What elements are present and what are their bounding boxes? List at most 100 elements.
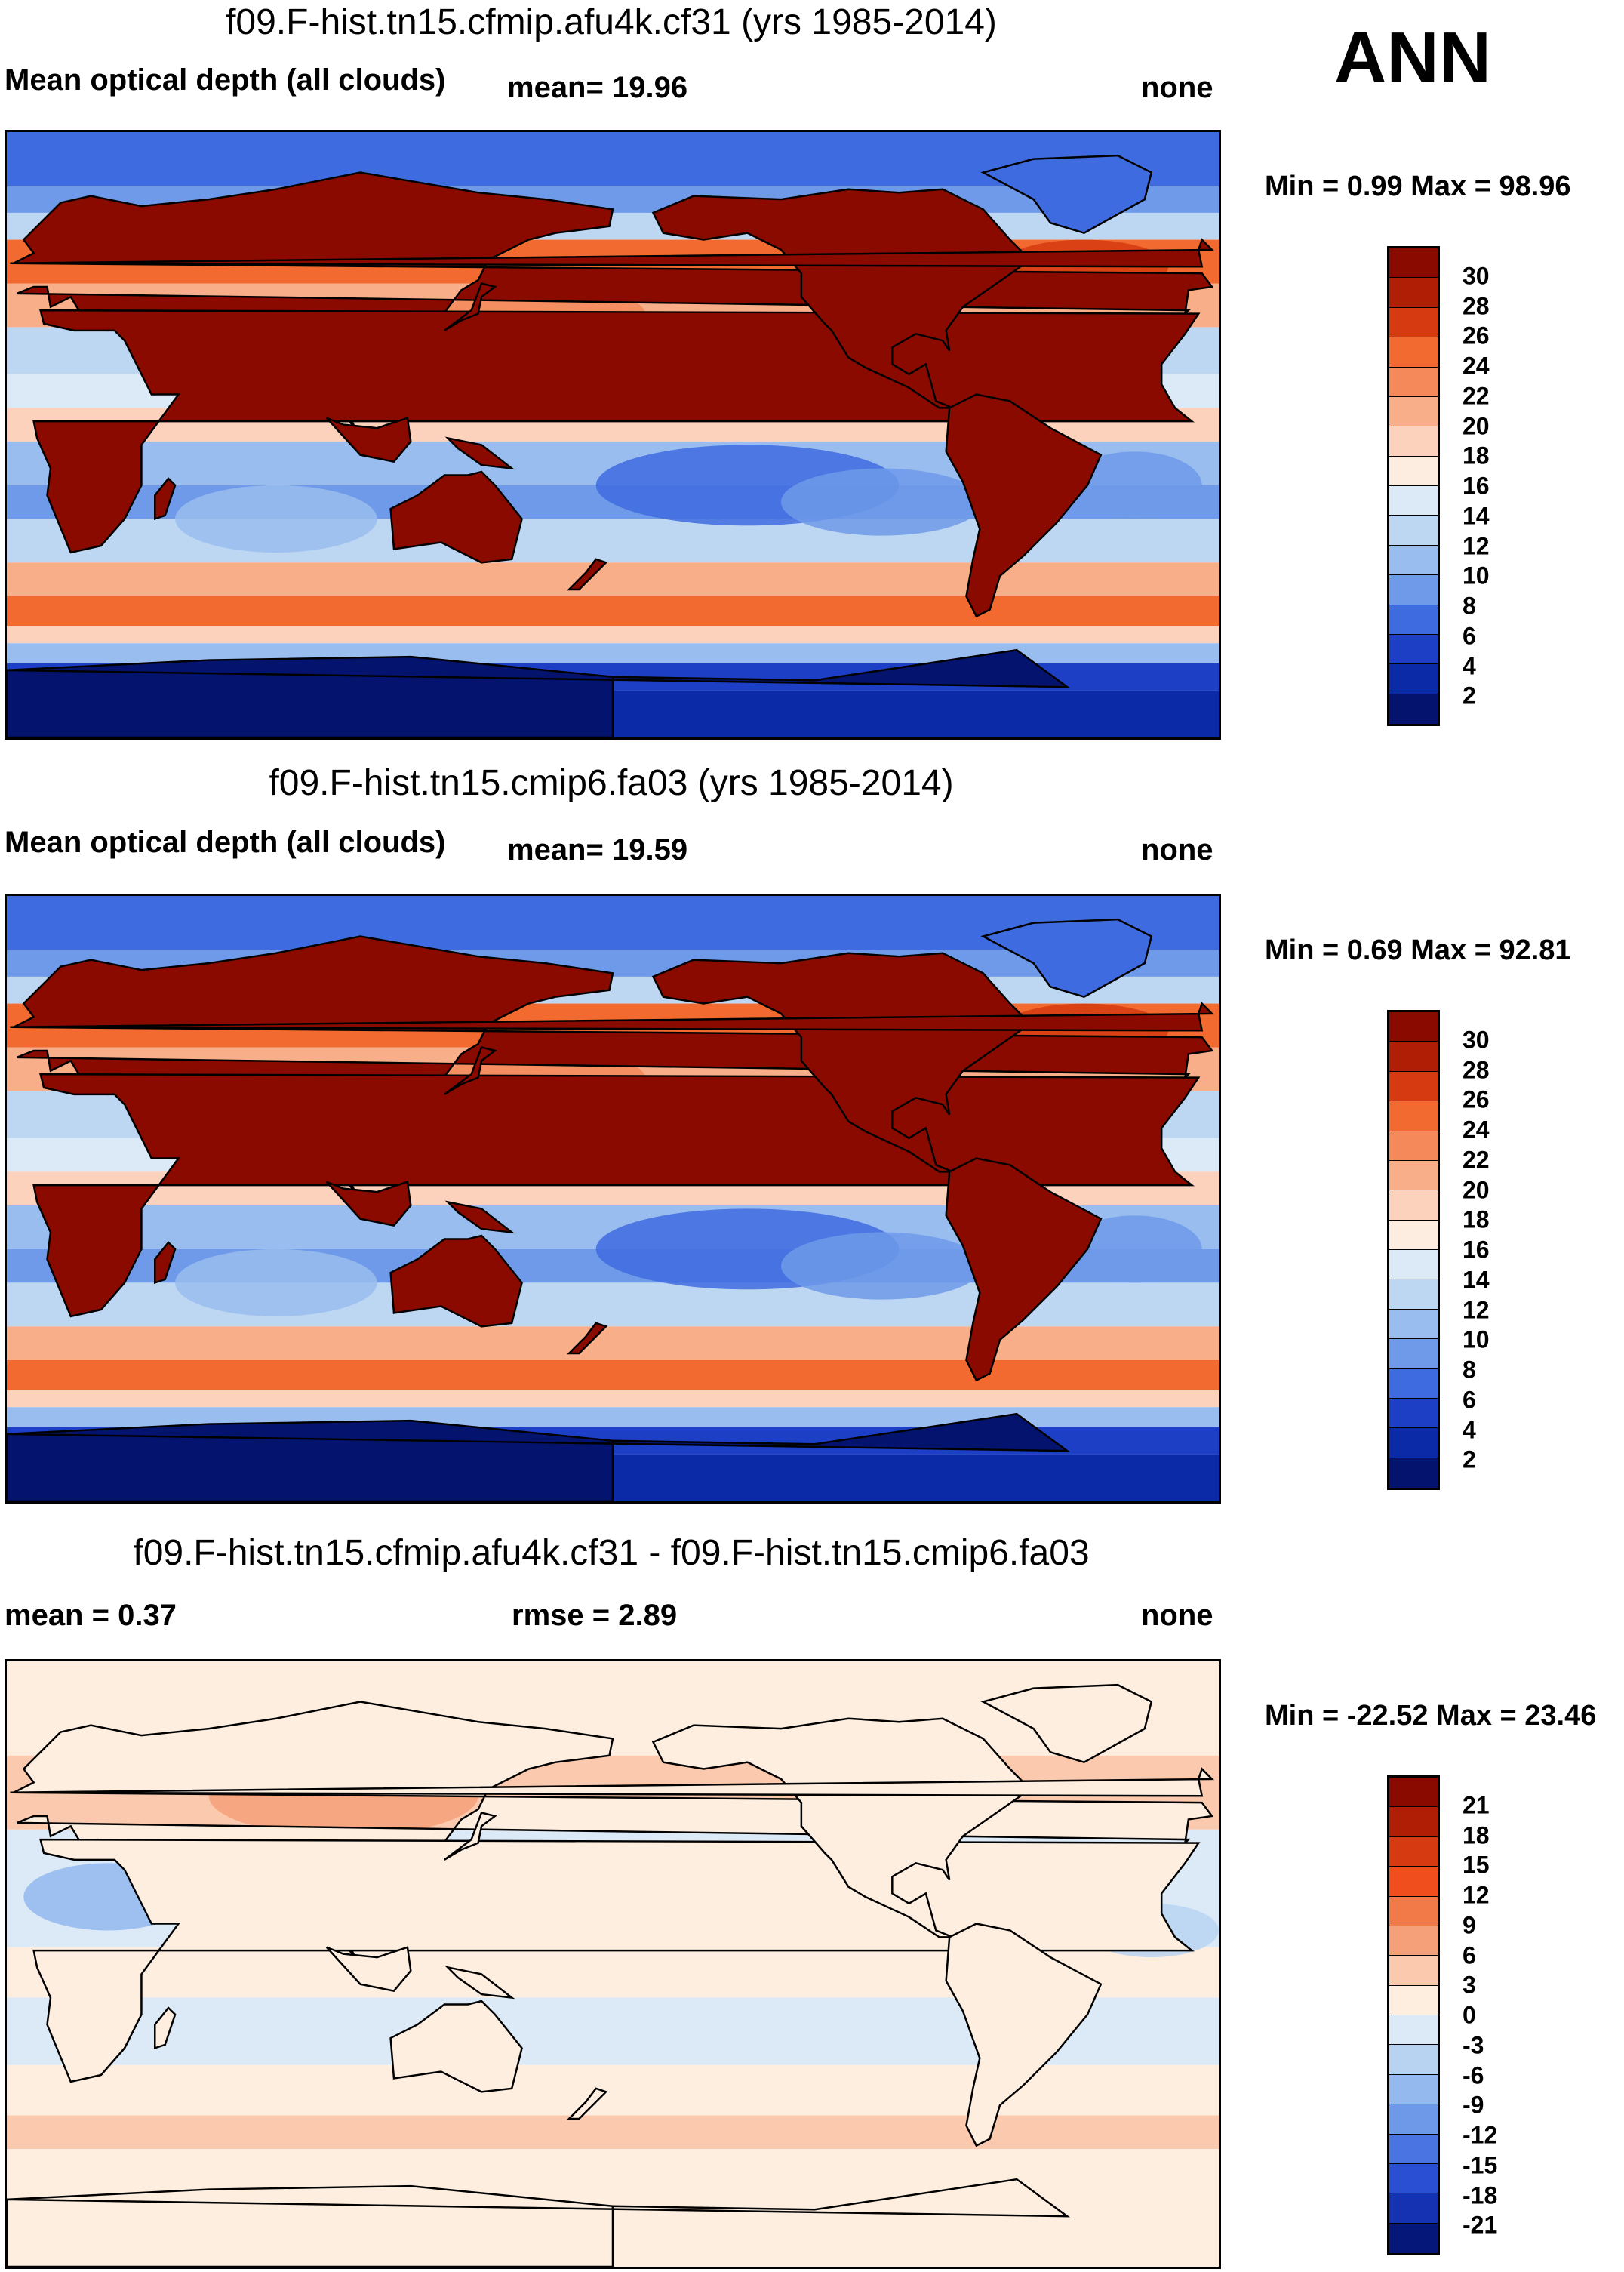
map-landmass-papua bbox=[444, 436, 515, 470]
map-landmass-indonesia bbox=[325, 417, 412, 463]
map-field-blob bbox=[1067, 451, 1202, 519]
panel-3-units-label: none bbox=[1141, 1599, 1213, 1632]
map-landmass-uk bbox=[10, 238, 1214, 268]
colorbar-segment bbox=[1389, 2134, 1438, 2164]
colorbar-segment bbox=[1389, 1339, 1438, 1369]
colorbar-segment bbox=[1389, 1368, 1438, 1399]
map-latitude-band bbox=[7, 2149, 1219, 2183]
colorbar-tick-label: 26 bbox=[1463, 322, 1490, 349]
colorbar-segment bbox=[1389, 1279, 1438, 1310]
map-landmass-africa bbox=[32, 309, 1201, 554]
panel-2-colorbar bbox=[1387, 1010, 1440, 1490]
colorbar-segment bbox=[1389, 1101, 1438, 1131]
colorbar-segment bbox=[1389, 1131, 1438, 1161]
colorbar-segment bbox=[1389, 1190, 1438, 1221]
colorbar-segment bbox=[1389, 545, 1438, 576]
map-landmass-antarctica-w bbox=[7, 2178, 1071, 2267]
colorbar-segment bbox=[1389, 337, 1438, 368]
colorbar-tick-label: 8 bbox=[1463, 1356, 1476, 1384]
panel-3-minmax: Min = -22.52 Max = 23.46 bbox=[1265, 1700, 1597, 1732]
map-landmass-antarctica-w bbox=[7, 1412, 1071, 1501]
map-landmass-south-america bbox=[945, 1923, 1103, 2147]
colorbar-tick-label: 20 bbox=[1463, 1176, 1490, 1203]
colorbar-tick-label: 22 bbox=[1463, 1146, 1490, 1174]
map-latitude-band bbox=[7, 562, 1219, 596]
colorbar-segment bbox=[1389, 1398, 1438, 1429]
map-landmass-north-america bbox=[651, 1717, 1032, 1938]
panel-2-map-svg bbox=[7, 896, 1219, 1501]
map-landmass-uk bbox=[10, 1767, 1214, 1797]
colorbar-tick-label: 6 bbox=[1463, 1386, 1476, 1414]
map-latitude-band bbox=[7, 626, 1219, 644]
colorbar-tick-label: 24 bbox=[1463, 1116, 1490, 1144]
colorbar-segment bbox=[1389, 367, 1438, 397]
colorbar-segment bbox=[1389, 486, 1438, 516]
colorbar-segment bbox=[1389, 2045, 1438, 2075]
colorbar-tick-label: 6 bbox=[1463, 622, 1476, 650]
panel-2-mean-label: mean= 19.59 bbox=[507, 833, 688, 867]
colorbar-tick-label: 18 bbox=[1463, 1205, 1490, 1233]
colorbar-tick-label: 14 bbox=[1463, 502, 1490, 530]
panel-3-rmse-label: rmse = 2.89 bbox=[512, 1599, 678, 1632]
colorbar-tick-label: 16 bbox=[1463, 1236, 1490, 1264]
colorbar-tick-label: 6 bbox=[1463, 1941, 1476, 1969]
colorbar-segment bbox=[1389, 2074, 1438, 2105]
colorbar-tick-label: 4 bbox=[1463, 652, 1476, 679]
colorbar-segment bbox=[1389, 2223, 1438, 2253]
colorbar-tick-label: 24 bbox=[1463, 352, 1490, 380]
colorbar-tick-label: 28 bbox=[1463, 1056, 1490, 1083]
colorbar-segment bbox=[1389, 2193, 1438, 2224]
colorbar-tick-label: -12 bbox=[1463, 2121, 1498, 2149]
map-landmass-antarctica-w bbox=[7, 648, 1071, 737]
panel-1-map bbox=[5, 130, 1221, 740]
map-landmass-uk bbox=[10, 1002, 1214, 1032]
colorbar-tick-label: 12 bbox=[1463, 1881, 1490, 1909]
map-landmass-north-america bbox=[651, 188, 1032, 409]
panel-1-title: f09.F-hist.tn15.cfmip.afu4k.cf31 (yrs 19… bbox=[226, 2, 997, 42]
colorbar-tick-label: 26 bbox=[1463, 1085, 1490, 1113]
colorbar-segment bbox=[1389, 1867, 1438, 1897]
colorbar-tick-label: 15 bbox=[1463, 1851, 1490, 1879]
colorbar-tick-label: -15 bbox=[1463, 2151, 1498, 2179]
panel-2-units-label: none bbox=[1141, 833, 1213, 867]
colorbar-segment bbox=[1389, 575, 1438, 605]
colorbar-tick-label: 22 bbox=[1463, 382, 1490, 410]
colorbar-tick-label: 18 bbox=[1463, 1821, 1490, 1849]
colorbar-segment bbox=[1389, 1309, 1438, 1340]
colorbar-segment bbox=[1389, 396, 1438, 427]
colorbar-segment bbox=[1389, 1042, 1438, 1072]
map-field-blob bbox=[781, 1232, 983, 1300]
colorbar-segment bbox=[1389, 1160, 1438, 1191]
map-landmass-australia bbox=[389, 1234, 523, 1328]
colorbar-tick-label: 10 bbox=[1463, 1325, 1490, 1353]
colorbar-segment bbox=[1389, 248, 1438, 279]
panel-1-units-label: none bbox=[1141, 71, 1213, 104]
panel-3-colorbar-ticks: 21 18 15 12 9 6 3 0 -3 -6 -9 -12 -15 -18 -21 bbox=[1463, 1775, 1538, 2255]
colorbar-segment bbox=[1389, 1428, 1438, 1458]
colorbar-segment bbox=[1389, 1956, 1438, 1986]
colorbar-segment bbox=[1389, 2015, 1438, 2046]
colorbar-segment bbox=[1389, 426, 1438, 457]
colorbar-segment bbox=[1389, 1220, 1438, 1250]
panel-1-colorbar-ticks: 30 28 26 24 22 20 18 16 14 12 10 8 6 4 2 bbox=[1463, 246, 1538, 726]
map-landmass-greenland bbox=[980, 1683, 1153, 1764]
colorbar-segment bbox=[1389, 694, 1438, 724]
panel-2-map bbox=[5, 894, 1221, 1504]
colorbar-tick-label: -3 bbox=[1463, 2031, 1484, 2059]
colorbar-tick-label: 16 bbox=[1463, 472, 1490, 500]
map-latitude-band bbox=[7, 596, 1219, 626]
colorbar-segment bbox=[1389, 1807, 1438, 1837]
panel-3-map-svg bbox=[7, 1661, 1219, 2267]
panel-1-colorbar bbox=[1387, 246, 1440, 726]
colorbar-tick-label: 20 bbox=[1463, 412, 1490, 439]
colorbar-segment bbox=[1389, 1896, 1438, 1926]
colorbar-tick-label: 12 bbox=[1463, 532, 1490, 559]
colorbar-segment bbox=[1389, 1985, 1438, 2015]
panel-1-left-label: Mean optical depth (all clouds) bbox=[5, 63, 446, 97]
colorbar-tick-label: 3 bbox=[1463, 1971, 1476, 1999]
colorbar-tick-label: 4 bbox=[1463, 1416, 1476, 1443]
colorbar-tick-label: -21 bbox=[1463, 2211, 1498, 2239]
map-landmass-greenland bbox=[980, 918, 1153, 999]
map-landmass-madagascar bbox=[154, 1241, 177, 1285]
colorbar-tick-label: -18 bbox=[1463, 2181, 1498, 2209]
